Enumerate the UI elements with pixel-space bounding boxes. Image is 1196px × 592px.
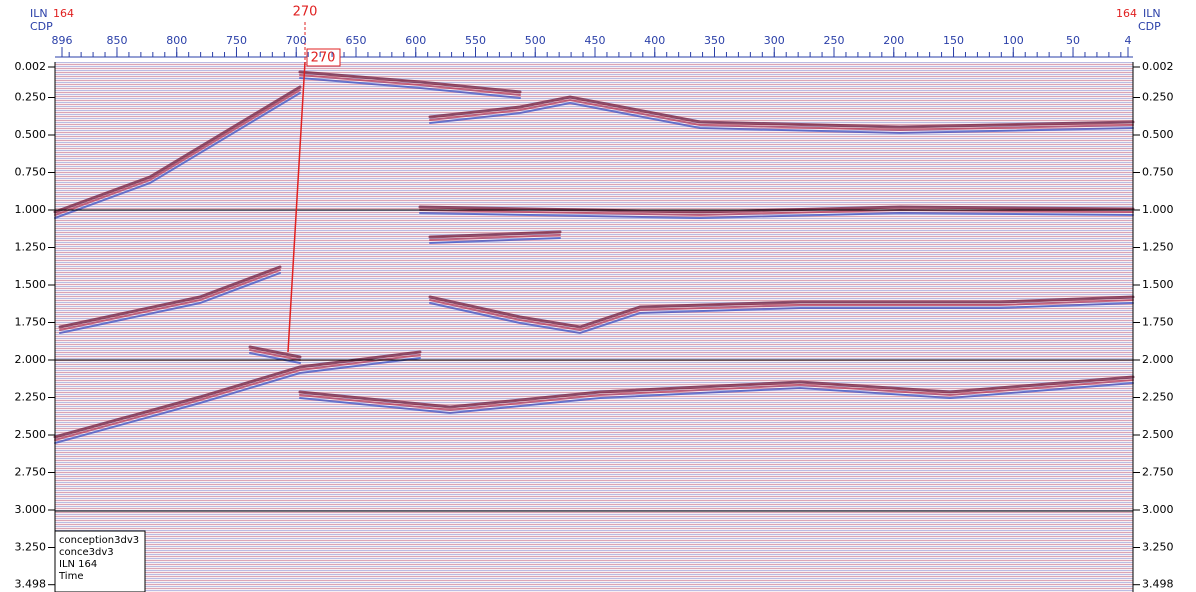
- cdp-tick-label: 700: [286, 34, 307, 47]
- reflector: [249, 352, 301, 364]
- time-tick-label: 1.750: [15, 316, 47, 329]
- reflector: [59, 272, 281, 334]
- reflector: [299, 74, 521, 96]
- reflector: [59, 269, 281, 331]
- info-line: ILN 164: [59, 559, 97, 570]
- info-line: conception3dv3: [59, 535, 139, 546]
- marker-line: [287, 61, 306, 353]
- cdp-tick-label: 550: [465, 34, 486, 47]
- time-tick-label: 0.500: [1142, 128, 1174, 141]
- info-line: Time: [58, 571, 83, 582]
- reflector: [249, 349, 301, 361]
- iln-label: ILN: [1143, 7, 1161, 20]
- seismic-section: [55, 62, 1133, 592]
- reflector: [428, 295, 1135, 329]
- info-line: conce3dv3: [59, 547, 114, 558]
- cdp-tick-label: 750: [226, 34, 247, 47]
- info-box: [54, 530, 146, 592]
- cdp-tick-label: 500: [525, 34, 546, 47]
- time-tick-label: 1.500: [1142, 278, 1174, 291]
- time-tick-label: 0.250: [1142, 91, 1174, 104]
- reflector: [299, 77, 521, 99]
- reflector: [248, 345, 302, 359]
- iln-label: ILN: [30, 7, 48, 20]
- cdp-tick-label: 350: [704, 34, 725, 47]
- time-tick-label: 2.250: [15, 391, 47, 404]
- iln-value: 164: [1116, 7, 1137, 20]
- time-tick-label: 0.002: [15, 60, 47, 73]
- cdp-tick-label: 400: [644, 34, 665, 47]
- time-tick-label: 2.500: [1142, 428, 1174, 441]
- time-tick-label: 3.250: [1142, 541, 1174, 554]
- time-tick-label: 0.002: [1142, 60, 1174, 73]
- iln-value: 164: [53, 7, 74, 20]
- cdp-tick-label: 600: [405, 34, 426, 47]
- reflector: [429, 98, 1134, 132]
- cdp-tick-label: 850: [106, 34, 127, 47]
- time-tick-label: 3.000: [15, 503, 47, 516]
- cdp-tick-label: 650: [345, 34, 366, 47]
- time-tick-label: 1.250: [15, 241, 47, 254]
- time-tick-label: 1.000: [15, 203, 47, 216]
- reflector: [298, 375, 1135, 409]
- reflector: [429, 234, 561, 241]
- cdp-tick-label: 450: [585, 34, 606, 47]
- marker-box-label: 270: [311, 51, 336, 66]
- time-tick-label: 1.500: [15, 278, 47, 291]
- time-tick-label: 0.250: [15, 91, 47, 104]
- reflector: [419, 208, 1134, 217]
- reflector: [54, 89, 301, 216]
- cdp-tick-label: 150: [943, 34, 964, 47]
- time-tick-label: 3.000: [1142, 503, 1174, 516]
- reflector: [428, 230, 562, 239]
- time-tick-label: 0.500: [15, 128, 47, 141]
- time-tick-label: 1.000: [1142, 203, 1174, 216]
- time-tick-label: 3.498: [15, 578, 47, 591]
- cdp-label: CDP: [30, 20, 53, 33]
- cdp-label: CDP: [1138, 20, 1161, 33]
- reflector: [298, 70, 522, 94]
- reflector: [299, 379, 1134, 412]
- reflector: [54, 357, 421, 444]
- time-tick-label: 0.750: [15, 166, 47, 179]
- cdp-tick-label: 200: [883, 34, 904, 47]
- cdp-tick-label: 300: [764, 34, 785, 47]
- marker-label: 270: [293, 5, 318, 20]
- reflector: [429, 302, 1134, 335]
- cdp-tick-label: 100: [1003, 34, 1024, 47]
- reflector: [299, 382, 1134, 415]
- time-tick-label: 2.000: [15, 353, 47, 366]
- time-tick-label: 2.500: [15, 428, 47, 441]
- reflector: [58, 265, 282, 329]
- time-tick-label: 3.250: [15, 541, 47, 554]
- time-tick-label: 2.000: [1142, 353, 1174, 366]
- reflector: [54, 92, 301, 219]
- time-tick-label: 1.250: [1142, 241, 1174, 254]
- reflector: [429, 237, 561, 244]
- ticks: 896 850 800 750 700 650 600 550 500 450 400 350 300 2…: [15, 34, 1174, 591]
- time-tick-label: 0.750: [1142, 166, 1174, 179]
- reflector: [53, 85, 302, 214]
- reflector: [428, 95, 1135, 129]
- time-tick-label: 1.750: [1142, 316, 1174, 329]
- reflector: [429, 299, 1134, 332]
- cdp-tick-label: 50: [1066, 34, 1080, 47]
- reflectors: [53, 70, 1135, 444]
- cdp-tick-label: 250: [824, 34, 845, 47]
- time-tick-label: 2.750: [1142, 466, 1174, 479]
- cdp-tick-label: 4: [1125, 34, 1132, 47]
- time-tick-label: 2.250: [1142, 391, 1174, 404]
- time-tick-label: 3.498: [1142, 578, 1174, 591]
- reflector: [419, 211, 1134, 220]
- reflector: [429, 101, 1134, 135]
- time-tick-label: 2.750: [15, 466, 47, 479]
- reflector: [54, 354, 421, 441]
- cdp-tick-label: 896: [52, 34, 73, 47]
- cdp-tick-label: 800: [166, 34, 187, 47]
